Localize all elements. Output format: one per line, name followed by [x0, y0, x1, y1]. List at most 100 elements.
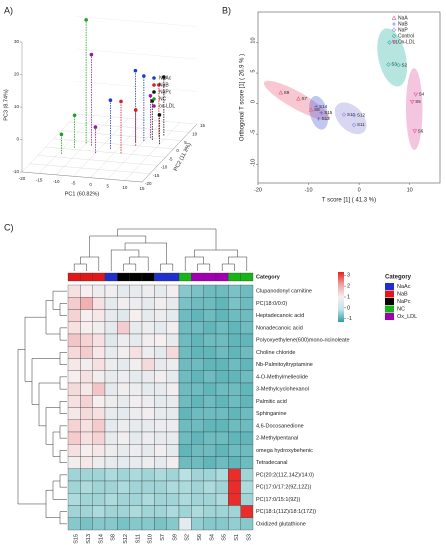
- heatmap-cell: [191, 456, 204, 469]
- heatmap-cell: [80, 444, 93, 457]
- legend-marker: [392, 22, 396, 26]
- point: [148, 93, 153, 98]
- heatmap-cell: [117, 370, 130, 384]
- x-tick-label: 0: [358, 187, 361, 193]
- legend-label: Ox_LDL: [397, 314, 417, 320]
- row-label: Tetradecanal: [256, 460, 288, 466]
- legend-label: ox-LDL: [159, 103, 175, 109]
- z-axis-title: PC3 (8.74%): [3, 89, 9, 121]
- row-label: omega hydroxybehenic: [256, 448, 313, 454]
- heatmap-cell: [141, 284, 155, 298]
- dendrogram-branch: [194, 249, 238, 257]
- heatmap-cell: [129, 505, 143, 518]
- heatmap-cell: [67, 493, 81, 506]
- heatmap-cell: [129, 407, 143, 420]
- grid-line: [76, 81, 198, 92]
- heatmap-cell: [92, 358, 106, 371]
- heatmap-cell: [104, 297, 118, 310]
- heatmap-cell: [67, 346, 81, 359]
- heatmap-cell: [191, 480, 204, 494]
- heatmap-cell: [141, 309, 155, 322]
- grid-line: [73, 118, 129, 177]
- confidence-ellipse: [405, 68, 423, 150]
- heatmap-cell: [154, 309, 167, 322]
- heatmap-cell: [80, 431, 93, 445]
- point-label: S11: [357, 122, 365, 127]
- legend-title: Category: [385, 275, 412, 281]
- column-label: S7: [160, 534, 166, 541]
- heatmap-cell: [92, 468, 106, 482]
- heatmap-cell: [240, 297, 254, 310]
- x-axis-title: T score [1] ( 41.3 %): [322, 198, 376, 204]
- heatmap-cell: [67, 444, 81, 457]
- y-tick-label: -15: [153, 173, 160, 178]
- category-cell: [228, 272, 241, 282]
- dendrogram-branch: [38, 382, 60, 427]
- dendrogram-branch: [59, 425, 67, 439]
- heatmap-cell: [67, 419, 81, 433]
- heatmap-cell: [215, 419, 229, 433]
- category-cell: [215, 272, 229, 282]
- heatmap-cell: [117, 444, 130, 457]
- heatmap-cell: [129, 395, 143, 408]
- x-tick-label: -20: [254, 187, 262, 193]
- legend-swatch: [385, 298, 394, 305]
- legend-swatch: [385, 290, 394, 298]
- heatmap-cell: [178, 382, 192, 396]
- heatmap-cell: [129, 358, 143, 371]
- heatmap-cell: [215, 370, 229, 384]
- heatmap-cell: [240, 493, 254, 506]
- heatmap-cell: [203, 493, 217, 506]
- point: [133, 68, 138, 73]
- heatmap-cell: [240, 358, 254, 371]
- y-tick-label: 0: [176, 148, 179, 153]
- heatmap-cell: [67, 517, 81, 531]
- grid-line: [45, 146, 166, 158]
- category-cell: [166, 272, 180, 282]
- heatmap-cell: [203, 284, 217, 298]
- point: [108, 98, 113, 103]
- legend-marker: [391, 40, 397, 45]
- column-label: S8: [111, 534, 117, 541]
- heatmap-cell: [92, 444, 106, 457]
- heatmap-cell: [215, 358, 229, 371]
- point: [59, 132, 64, 137]
- heatmap-cell: [228, 468, 241, 482]
- heatmap-cell: [215, 297, 229, 310]
- row-label: Palmitic acid: [256, 399, 287, 405]
- column-label: S4: [209, 534, 215, 541]
- heatmap-cell: [104, 333, 118, 347]
- heatmap-cell: [228, 456, 241, 469]
- point: [386, 62, 391, 67]
- legend-marker: [391, 33, 397, 39]
- heatmap-cell: [117, 309, 130, 322]
- heatmap-cell: [240, 431, 254, 445]
- heatmap-cell: [191, 333, 204, 347]
- heatmap-cell: [92, 321, 106, 335]
- heatmap-cell: [104, 431, 118, 445]
- heatmap-cell: [178, 284, 192, 298]
- heatmap-cell: [141, 493, 155, 506]
- heatmap-cell: [166, 297, 180, 310]
- heatmap-cell: [178, 333, 192, 347]
- panel-label: C): [4, 222, 14, 232]
- heatmap-cell: [178, 321, 192, 335]
- legend-label: NaB: [397, 291, 408, 297]
- heatmap-cell: [141, 382, 155, 396]
- grid-line: [56, 116, 112, 176]
- heatmap-cell: [191, 505, 204, 518]
- grid-line: [53, 138, 174, 150]
- legend-marker: [152, 83, 156, 87]
- heatmap-cell: [203, 480, 217, 494]
- heatmap-cell: [240, 505, 254, 518]
- heatmap-cell: [228, 505, 241, 518]
- legend-marker: [391, 27, 397, 33]
- legend-marker: [152, 76, 156, 80]
- heatmap-cell: [166, 444, 180, 457]
- heatmap-cell: [178, 517, 192, 531]
- heatmap-cell: [240, 395, 254, 408]
- grid-line: [21, 113, 78, 173]
- heatmap-cell: [166, 370, 180, 384]
- heatmap-cell: [141, 346, 155, 359]
- heatmap-cell: [178, 431, 192, 445]
